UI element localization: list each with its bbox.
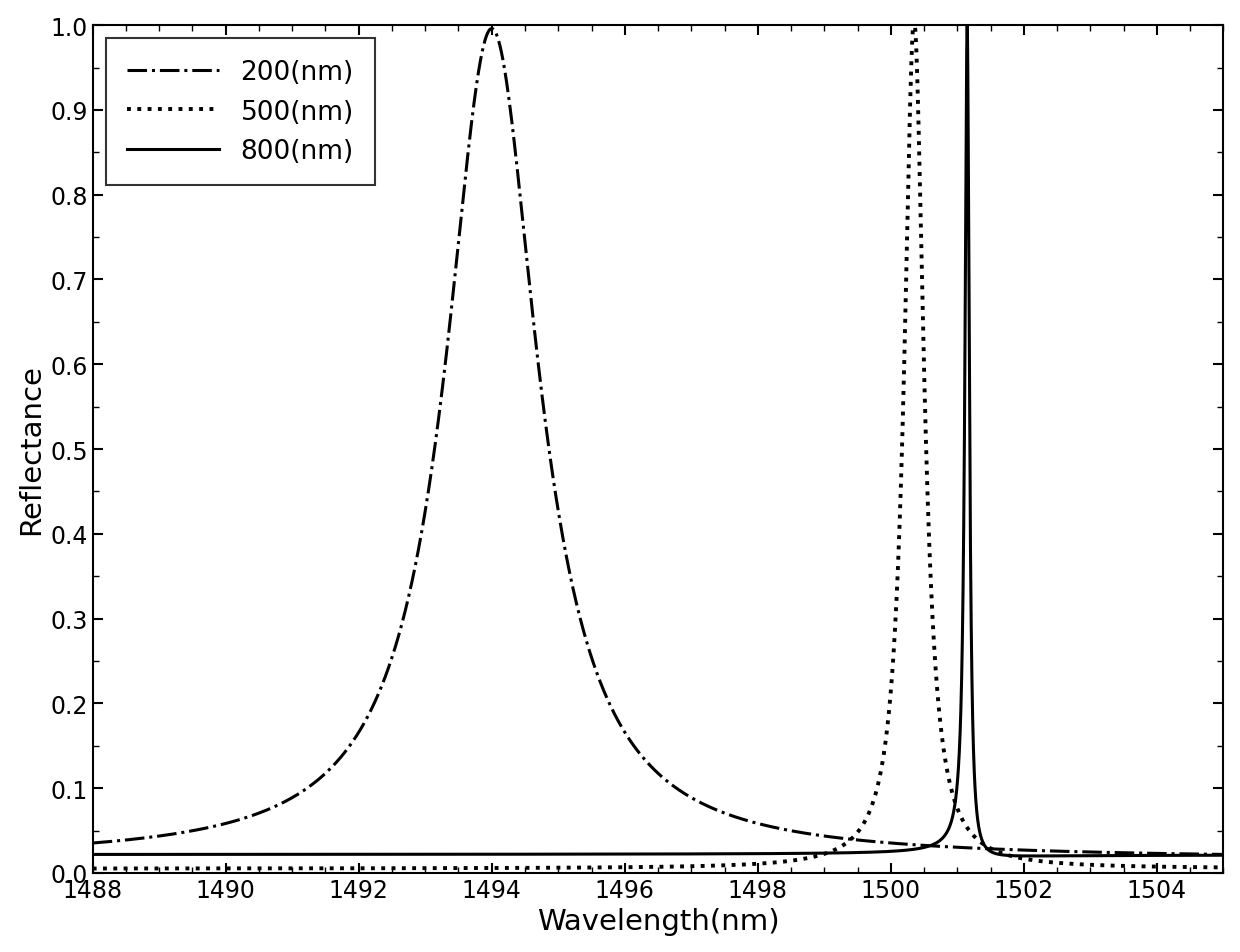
- 800(nm): [112, 849, 126, 861]
- 500(nm): [1110, 860, 1125, 871]
- X-axis label: Wavelength(nm): Wavelength(nm): [537, 907, 779, 936]
- 500(nm): [1216, 862, 1231, 873]
- 500(nm): [906, 16, 921, 28]
- 800(nm): [1216, 849, 1231, 861]
- 200(nm): [681, 790, 696, 802]
- 200(nm): [805, 829, 820, 841]
- 800(nm): [805, 847, 820, 859]
- 500(nm): [86, 863, 100, 874]
- 200(nm): [1110, 847, 1125, 859]
- 800(nm): [681, 848, 696, 860]
- 800(nm): [1027, 850, 1042, 862]
- 200(nm): [485, 24, 500, 35]
- 500(nm): [681, 861, 696, 872]
- 500(nm): [805, 851, 820, 863]
- Y-axis label: Reflectance: Reflectance: [16, 365, 45, 535]
- 800(nm): [223, 849, 238, 861]
- Line: 200(nm): 200(nm): [93, 30, 1224, 855]
- 800(nm): [960, 20, 975, 31]
- 500(nm): [1161, 862, 1176, 873]
- 200(nm): [1216, 849, 1231, 861]
- 800(nm): [86, 849, 100, 861]
- 800(nm): [1110, 850, 1125, 862]
- 500(nm): [223, 863, 238, 874]
- 200(nm): [223, 817, 238, 828]
- Line: 500(nm): 500(nm): [93, 22, 1224, 868]
- 500(nm): [112, 863, 126, 874]
- 200(nm): [86, 838, 100, 849]
- 200(nm): [112, 835, 126, 846]
- Legend: 200(nm), 500(nm), 800(nm): 200(nm), 500(nm), 800(nm): [105, 39, 374, 186]
- 800(nm): [1161, 850, 1176, 862]
- Line: 800(nm): 800(nm): [93, 26, 1224, 856]
- 200(nm): [1161, 848, 1176, 860]
